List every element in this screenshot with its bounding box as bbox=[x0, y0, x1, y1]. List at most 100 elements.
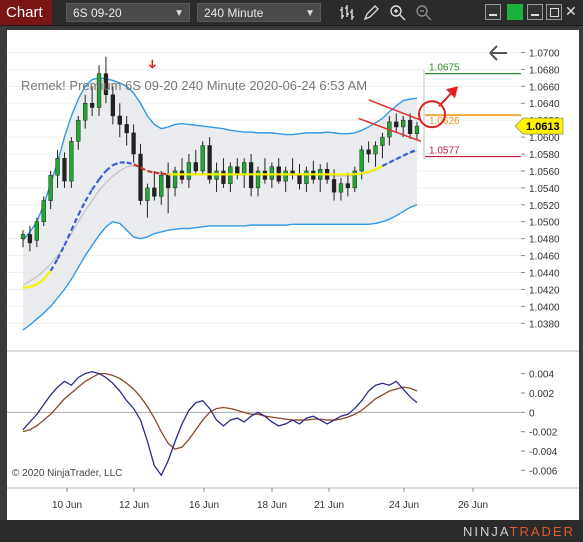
candle-up bbox=[20, 234, 26, 239]
toolbar: Chart 6S 09-20 ▼ 240 Minute ▼ ✕ bbox=[0, 0, 583, 26]
trend-segment bbox=[402, 151, 411, 157]
maximize-button[interactable] bbox=[546, 4, 562, 20]
trend-segment bbox=[70, 214, 80, 231]
zoom-out-icon[interactable] bbox=[415, 3, 433, 22]
instrument-selector[interactable]: 6S 09-20 ▼ bbox=[66, 3, 190, 22]
last-price-flag bbox=[514, 117, 564, 135]
copyright-text: © 2020 NinjaTrader, LLC bbox=[12, 468, 122, 479]
osc-tick-label: 0.002 bbox=[529, 389, 554, 400]
trend-segment bbox=[98, 170, 107, 181]
window-menu-button[interactable] bbox=[485, 4, 501, 20]
candle-down bbox=[345, 183, 351, 189]
stop-low-label: 1.0577 bbox=[429, 146, 460, 157]
time-axis-area bbox=[7, 488, 579, 520]
price-tick-label: 1.0520 bbox=[529, 201, 560, 212]
candle-up bbox=[96, 73, 102, 108]
candle-down bbox=[62, 158, 67, 182]
link-button[interactable] bbox=[507, 4, 523, 20]
candle-up bbox=[401, 119, 406, 128]
price-tick-label: 1.0560 bbox=[529, 167, 560, 178]
candle-up bbox=[186, 162, 192, 180]
trend-segment bbox=[140, 166, 148, 172]
trend-segment bbox=[381, 161, 390, 167]
trend-segment bbox=[161, 172, 169, 176]
candle-up bbox=[172, 170, 178, 189]
trend-segment bbox=[84, 189, 94, 202]
candle-down bbox=[221, 170, 226, 184]
candle-up bbox=[414, 125, 420, 134]
candle-up bbox=[69, 141, 74, 182]
trend-segment bbox=[63, 229, 73, 246]
price-tick-label: 1.0500 bbox=[529, 218, 560, 229]
interval-value: 240 Minute bbox=[204, 6, 264, 20]
band-upper-line bbox=[22, 77, 418, 241]
candle-down bbox=[297, 174, 302, 184]
trend-segment bbox=[36, 278, 45, 286]
price-tick-label: 1.0540 bbox=[529, 184, 560, 195]
candle-down bbox=[207, 145, 212, 180]
trend-segment bbox=[29, 283, 38, 288]
close-button[interactable]: ✕ bbox=[565, 3, 577, 19]
trend-segment bbox=[56, 244, 66, 260]
chart-canvas[interactable]: 1.07001.06801.06601.06401.06201.06001.05… bbox=[7, 30, 579, 520]
footer: NINJATRADER bbox=[0, 520, 583, 542]
candle-down bbox=[407, 119, 413, 134]
trend-segment bbox=[22, 285, 31, 289]
target-mid-label: 1.0626 bbox=[429, 116, 460, 127]
trend-segment bbox=[375, 164, 383, 171]
price-tick-label: 1.0580 bbox=[529, 150, 560, 161]
candle-down bbox=[110, 94, 116, 117]
osc-tick-label: -0.002 bbox=[529, 428, 558, 439]
trend-segment bbox=[49, 258, 59, 272]
price-tick-label: 1.0440 bbox=[529, 269, 560, 280]
candle-up bbox=[380, 136, 385, 146]
band-lower-line bbox=[22, 204, 418, 331]
candle-down bbox=[193, 162, 198, 172]
interval-selector[interactable]: 240 Minute ▼ bbox=[197, 3, 321, 22]
osc-tick-label: -0.004 bbox=[529, 447, 558, 458]
drawing-tool-icon[interactable] bbox=[362, 3, 380, 22]
trend-segment bbox=[133, 163, 141, 169]
price-tick-label: 1.0480 bbox=[529, 235, 560, 246]
osc-slow-line bbox=[22, 372, 418, 450]
price-tick-label: 1.0660 bbox=[529, 82, 560, 93]
candle-up bbox=[83, 102, 88, 121]
candle-down bbox=[117, 115, 122, 125]
candle-up bbox=[55, 158, 60, 176]
trend-segment bbox=[361, 170, 369, 175]
candle-up bbox=[41, 200, 46, 222]
chevron-down-icon: ▼ bbox=[174, 8, 184, 19]
back-arrow-icon[interactable] bbox=[489, 45, 507, 61]
candle-down bbox=[152, 187, 157, 197]
trend-segment bbox=[409, 148, 418, 154]
breakout-arrowhead bbox=[446, 86, 458, 99]
candle-up bbox=[159, 174, 164, 197]
candle-up bbox=[255, 170, 261, 189]
zoom-in-icon[interactable] bbox=[389, 3, 407, 22]
price-tick-label: 1.0380 bbox=[529, 319, 560, 330]
chart-tab[interactable]: Chart bbox=[0, 0, 52, 25]
bar-type-icon[interactable] bbox=[338, 3, 356, 22]
breakout-circle bbox=[418, 100, 446, 129]
brand-part2: TRADER bbox=[509, 524, 575, 539]
trend-segment bbox=[388, 158, 397, 164]
ninjatrader-logo: NINJATRADER bbox=[463, 524, 575, 539]
instrument-value: 6S 09-20 bbox=[73, 6, 122, 20]
price-tick-label: 1.0460 bbox=[529, 252, 560, 263]
candle-down bbox=[103, 73, 109, 96]
trend-segment bbox=[368, 168, 376, 173]
trend-segment bbox=[354, 172, 362, 176]
minimize-button[interactable] bbox=[527, 4, 543, 20]
osc-tick-label: 0 bbox=[529, 408, 535, 419]
price-tick-label: 1.0400 bbox=[529, 302, 560, 313]
price-axis-area bbox=[521, 30, 579, 488]
band-fill bbox=[23, 77, 417, 331]
chart-frame: 1.07001.06801.06601.06401.06201.06001.05… bbox=[7, 30, 579, 520]
time-tick-label: 18 Jun bbox=[257, 500, 287, 511]
osc-tick-label: 0.004 bbox=[529, 370, 554, 381]
brand-part1: NINJA bbox=[462, 524, 510, 539]
trend-segment bbox=[126, 161, 134, 166]
candle-down bbox=[366, 149, 371, 155]
time-tick-label: 24 Jun bbox=[389, 500, 419, 511]
signal-down-arrow bbox=[148, 59, 156, 69]
